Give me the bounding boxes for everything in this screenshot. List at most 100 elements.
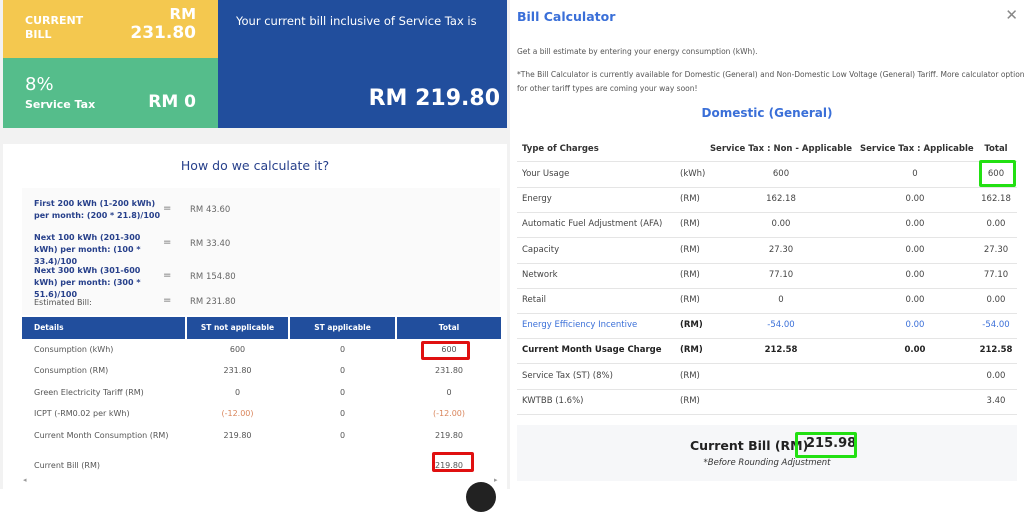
details-cell: 219.80 — [435, 431, 463, 440]
calc-cell: Energy — [522, 194, 552, 205]
tax-label: Service Tax — [25, 98, 96, 111]
details-cell: 219.80 — [435, 461, 463, 470]
highlight-box — [432, 452, 474, 472]
formula-label: First 200 kWh (1-200 kWh) per month: (20… — [34, 199, 161, 220]
highlight-box — [979, 160, 1016, 187]
chat-button[interactable] — [466, 482, 496, 512]
calc-cell: 0.00 — [986, 219, 1006, 230]
details-cell: 0 — [446, 388, 452, 397]
details-cell: Current Month Consumption (RM) — [34, 431, 169, 440]
calc-cell: -54.00 — [767, 320, 795, 331]
calc-cell: Capacity — [522, 244, 560, 255]
calc-cell: (RM) — [680, 194, 700, 205]
calc-cell: 212.58 — [764, 345, 798, 356]
calc-cell: 0.00 — [905, 269, 925, 280]
calc-cell: 162.18 — [766, 194, 796, 205]
close-icon[interactable]: ✕ — [1005, 6, 1018, 24]
calc-cell: 0 — [778, 295, 784, 305]
details-cell: 0 — [339, 366, 346, 375]
calc-cell: (RM) — [680, 244, 700, 255]
formula-label: Next 100 kWh (201-300 kWh) per month: (1… — [34, 233, 141, 266]
calc-cell: (RM) — [680, 295, 700, 305]
row-divider — [517, 187, 1017, 188]
details-cell: ICPT (-RM0.02 per kWh) — [34, 409, 130, 418]
calc-cell: 0.00 — [905, 244, 925, 255]
scroll-left-icon[interactable]: ◂ — [23, 476, 27, 484]
calc-cell: 0.00 — [905, 320, 925, 331]
calc-cell: (RM) — [680, 395, 700, 406]
calc-cell: 0.00 — [771, 219, 791, 230]
current-bill-value: 231.80 — [130, 23, 196, 43]
details-header: ST not applicable — [187, 317, 288, 339]
details-cell: Current Bill (RM) — [34, 461, 100, 470]
current-bill-card: CURRENT BILL RM 231.80 — [3, 0, 218, 58]
calc-header: Type of Charges — [522, 144, 599, 154]
row-divider — [517, 262, 1017, 264]
details-cell: Consumption (kWh) — [34, 345, 114, 354]
calc-cell: 0.00 — [905, 194, 925, 205]
calc-cell: (RM) — [680, 370, 700, 381]
row-divider — [517, 237, 1017, 239]
highlight-box — [795, 432, 857, 458]
calc-cell: Retail — [522, 295, 547, 305]
calculator-title: Bill Calculator — [517, 9, 616, 24]
details-cell: 231.80 — [223, 366, 252, 375]
inclusive-bill-card: Your current bill inclusive of Service T… — [218, 0, 507, 128]
formula-value: RM 231.80 — [190, 297, 236, 307]
calc-header: Service Tax : Applicable — [860, 144, 974, 154]
highlight-box — [421, 341, 470, 360]
row-divider — [517, 413, 1017, 415]
rm-label: RM — [169, 5, 196, 23]
calc-cell: KWTBB (1.6%) — [522, 395, 584, 406]
calc-cell: 27.30 — [768, 244, 794, 255]
equals-sign: = — [163, 237, 172, 248]
calc-cell: 77.10 — [768, 269, 794, 280]
tax-percent: 8% — [25, 74, 54, 95]
details-cell: 600 — [229, 345, 246, 354]
row-divider — [517, 388, 1017, 390]
calc-cell: (RM) — [680, 320, 703, 331]
details-header: ST applicable — [290, 317, 395, 339]
row-divider — [517, 161, 1017, 162]
calc-cell: Current Month Usage Charge — [522, 345, 662, 356]
row-divider — [517, 287, 1017, 289]
calc-cell: Service Tax (ST) (8%) — [522, 370, 613, 381]
formula-label: Next 300 kWh (301-600 kWh) per month: (3… — [34, 266, 141, 299]
calc-cell: -54.00 — [982, 320, 1010, 331]
calc-cell: 0.00 — [905, 219, 925, 230]
details-header: Total — [397, 317, 501, 339]
bill-note: *Before Rounding Adjustment — [703, 458, 831, 468]
scroll-right-icon[interactable]: ▸ — [494, 476, 498, 484]
details-cell: Green Electricity Tariff (RM) — [34, 388, 144, 397]
equals-sign: = — [163, 295, 172, 306]
details-cell: 0 — [339, 409, 346, 418]
calc-cell: 600 — [987, 169, 1005, 179]
calc-cell: 3.40 — [986, 395, 1006, 406]
calc-header: Total — [984, 144, 1008, 154]
note-line-1: *The Bill Calculator is currently availa… — [517, 70, 1024, 79]
label-line: CURRENT — [25, 14, 84, 27]
details-cell: 0 — [339, 431, 346, 440]
calc-header: Service Tax : Non - Applicable — [709, 144, 853, 154]
calc-cell: (RM) — [680, 345, 703, 356]
details-cell: 0 — [339, 345, 346, 354]
equals-sign: = — [163, 270, 172, 281]
equals-sign: = — [163, 203, 172, 214]
details-cell: 231.80 — [435, 366, 463, 375]
formula-value: RM 33.40 — [190, 239, 231, 249]
current-bill-label: CURRENT BILL — [25, 14, 83, 42]
formula-label: Estimated Bill: — [34, 298, 92, 307]
calc-cell: 0 — [912, 169, 918, 179]
calc-cell: 27.30 — [983, 244, 1009, 255]
calc-cell: 77.10 — [983, 269, 1009, 280]
row-divider — [517, 363, 1017, 365]
calc-cell: Network — [522, 269, 558, 280]
details-cell: 0 — [339, 388, 346, 397]
calc-cell: 0.00 — [905, 295, 925, 305]
calc-cell: Automatic Fuel Adjustment (AFA) — [522, 219, 663, 230]
details-header: Details — [22, 317, 185, 339]
bill-value: 215.98 — [806, 436, 857, 451]
label-line: BILL — [25, 28, 52, 41]
calc-cell: 0.00 — [904, 345, 926, 356]
calc-cell: 600 — [772, 169, 790, 179]
